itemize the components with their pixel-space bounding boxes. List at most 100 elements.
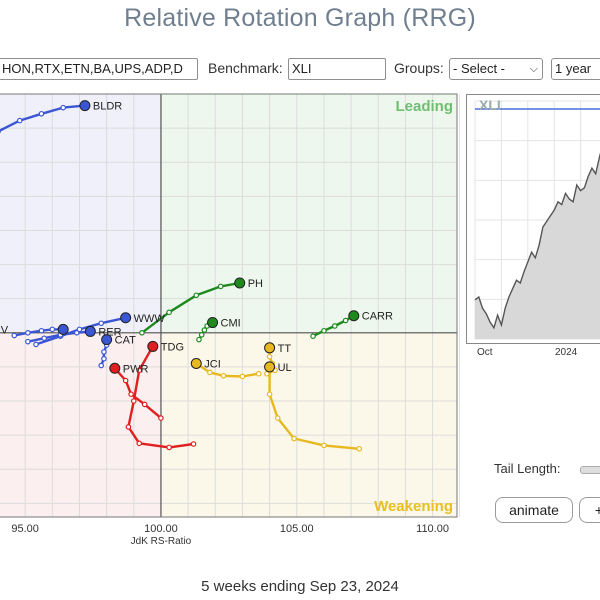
tail-point: [342, 317, 349, 324]
period-select-value: 1 year: [555, 61, 592, 76]
series-label: CARR: [362, 311, 393, 323]
tail-point: [101, 349, 107, 355]
tail-point: [41, 335, 47, 342]
tail-point: [239, 373, 246, 380]
tail-point: [266, 353, 273, 360]
quadrant-label-leading: Leading: [395, 98, 453, 115]
tail-point: [217, 283, 224, 290]
tail-point: [166, 444, 172, 451]
tail-point: [198, 332, 205, 338]
head-point: [207, 317, 219, 329]
head-point: [120, 312, 132, 324]
x-tick-label: 110.00: [416, 523, 449, 535]
head-point: [79, 100, 91, 112]
groups-select[interactable]: - Select - ⌵: [449, 58, 543, 80]
benchmark-mini-chart: XLI Oct 2024: [466, 94, 600, 358]
benchmark-label: Benchmark:: [208, 60, 283, 76]
edge-label: V: [1, 324, 9, 336]
x-tick-label: 100.00: [144, 523, 178, 535]
tail-point: [201, 327, 208, 333]
tail-point: [356, 445, 363, 452]
tail-point: [25, 329, 31, 336]
quadrant-leading: [160, 94, 458, 333]
animate-button[interactable]: animate: [495, 497, 573, 523]
tail-point: [196, 336, 202, 343]
head-point: [348, 310, 360, 322]
tail-point: [141, 401, 148, 408]
tail-point: [98, 362, 105, 369]
tail-point: [158, 415, 164, 421]
rrg-chart: 95.00 100.00 105.00 110.00 JdK RS-Ratio Lead…: [0, 93, 460, 547]
series-label: JCI: [204, 358, 221, 370]
tail-point: [207, 369, 213, 376]
head-point: [234, 277, 246, 289]
chevron-down-icon: ⌵: [529, 63, 538, 75]
head-point: [109, 362, 121, 374]
tail-point: [101, 355, 107, 362]
head-point: [57, 323, 69, 335]
tail-length-label: Tail Length:: [494, 461, 561, 476]
tail-point: [25, 338, 31, 345]
tail-point: [73, 329, 80, 336]
tail-point: [60, 104, 66, 111]
tail-point: [11, 332, 18, 339]
tail-point: [122, 377, 129, 384]
mini-x-tick-label: 2024: [555, 347, 578, 358]
groups-label: Groups:: [394, 60, 444, 76]
tail-point: [310, 333, 316, 340]
series-label: BLDR: [93, 101, 122, 113]
series-label: UL: [278, 362, 292, 374]
symbols-input[interactable]: HON,RTX,ETN,BA,UPS,ADP,D: [0, 58, 198, 80]
head-point: [190, 357, 202, 369]
mini-x-tick-label: Oct: [477, 347, 493, 358]
quadrant-label-weakening: Weakening: [374, 498, 453, 515]
benchmark-mini-svg: XLI Oct 2024: [474, 97, 600, 358]
tail-point: [98, 320, 105, 327]
tail-point: [38, 327, 45, 334]
quadrant-weakening: [160, 332, 458, 517]
tail-point: [49, 326, 56, 333]
series-label: PH: [248, 278, 263, 290]
tail-point: [16, 117, 23, 124]
head-point: [84, 325, 96, 337]
tail-point: [321, 442, 327, 449]
groups-select-value: - Select -: [453, 61, 506, 76]
tail-point: [125, 424, 132, 430]
tail-point: [166, 309, 172, 316]
x-tick-label: 105.00: [280, 523, 314, 535]
tail-point: [274, 415, 281, 421]
benchmark-input[interactable]: XLI: [288, 58, 386, 80]
tail-point: [136, 367, 143, 374]
head-point: [264, 342, 276, 354]
head-point: [264, 361, 276, 373]
tail-point: [255, 370, 262, 377]
head-point: [101, 334, 113, 346]
quadrant-lagging: [0, 332, 161, 517]
mini-line: [474, 152, 600, 330]
tail-point: [33, 341, 39, 348]
tail-point: [193, 292, 200, 299]
tail-length-slider[interactable]: [580, 466, 600, 474]
plot-frame: [0, 93, 458, 518]
series-label: TDG: [161, 341, 184, 353]
controls-bar: HON,RTX,ETN,BA,UPS,ADP,D Benchmark: XLI …: [0, 58, 600, 84]
tail-point: [139, 329, 145, 336]
tail-line: [268, 365, 361, 450]
tail-point: [136, 440, 143, 447]
tail-point: [291, 435, 297, 442]
x-axis-label: JdK RS-Ratio: [131, 536, 192, 547]
extra-button[interactable]: +: [579, 497, 600, 523]
tail-point: [220, 372, 227, 379]
tail-point: [130, 398, 137, 404]
mini-area: [475, 155, 600, 339]
period-select[interactable]: 1 year: [551, 58, 600, 80]
series-label: TT: [278, 343, 292, 355]
tail-point: [321, 327, 327, 334]
benchmark-panel: XLI Oct 2024: [460, 92, 600, 520]
series-label: RER: [98, 326, 121, 338]
series-label: CAT: [115, 335, 136, 347]
tail-point: [331, 323, 338, 329]
mini-chart-label: XLI: [479, 97, 501, 113]
tail-point: [266, 391, 273, 397]
head-point: [147, 340, 159, 352]
